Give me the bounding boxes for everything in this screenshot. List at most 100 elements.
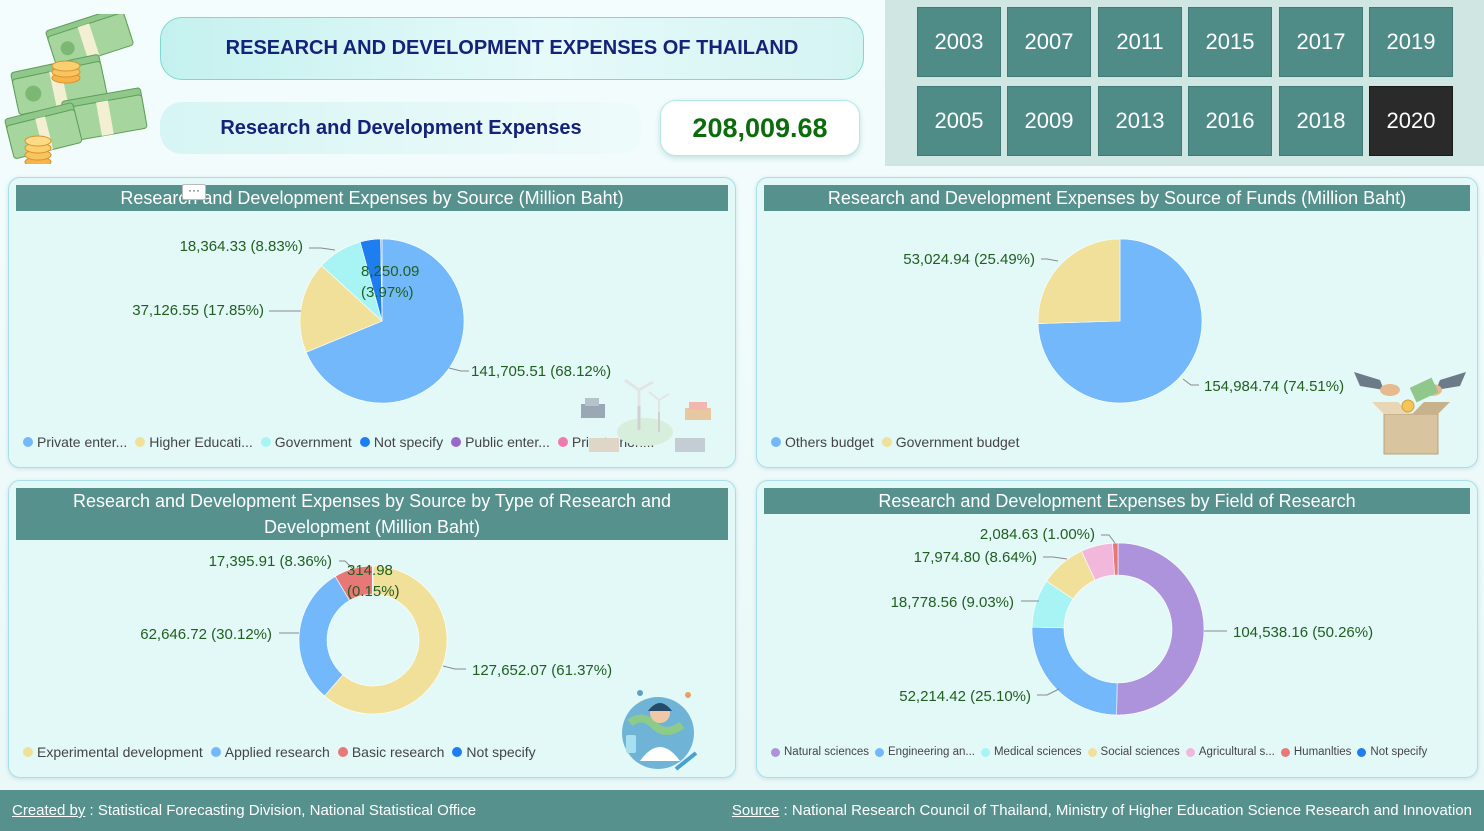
legend-label: Experimental development bbox=[37, 744, 203, 760]
pie-chart-by-funds: 154,984.74 (74.51%) 53,024.94 (25.49%) bbox=[903, 238, 1344, 404]
data-label-humanlties: 2,084.63 (1.00%) bbox=[980, 526, 1095, 543]
donation-box-illustration-icon bbox=[1354, 372, 1466, 455]
footer-source-label: Source bbox=[731, 802, 780, 819]
leader-line bbox=[339, 560, 354, 570]
slice-higher-educati[interactable] bbox=[299, 265, 383, 353]
legend-swatch bbox=[771, 437, 781, 447]
legend-item-not-specify[interactable]: Not specify bbox=[359, 434, 443, 450]
data-label-engineering-an: 52,214.42 (25.10%) bbox=[899, 688, 1031, 705]
legend-item-others-budget[interactable]: Others budget bbox=[771, 434, 874, 450]
footer-created-by: Created by : Statistical Forecasting Div… bbox=[12, 802, 476, 819]
year-button-2016[interactable]: 2016 bbox=[1188, 86, 1272, 156]
leader-line bbox=[1043, 556, 1068, 560]
legend-item-government[interactable]: Government bbox=[260, 434, 352, 450]
legend-label: Agricultural s... bbox=[1198, 746, 1275, 758]
legend-item-not-specify[interactable]: Not specify bbox=[1357, 746, 1427, 758]
legend-item-government-budget[interactable]: Government budget bbox=[881, 434, 1019, 450]
data-label-experimental-development: 127,652.07 (61.37%) bbox=[472, 662, 612, 679]
leader-line bbox=[1037, 688, 1060, 696]
data-label-not-specify: 314.98 (0.15%) bbox=[347, 562, 400, 600]
legend-item-humanlties[interactable]: Humanlties bbox=[1280, 746, 1351, 758]
chart-title-by-source: Research and Development Expenses by Sou… bbox=[16, 185, 728, 211]
legend-by-type: Experimental development Applied research… bbox=[23, 744, 536, 760]
legend-item-natural-sciences[interactable]: Natural sciences bbox=[771, 746, 869, 758]
footer-created-label: Created by bbox=[12, 802, 86, 819]
chart-card-by-funds: Research and Development Expenses by Sou… bbox=[756, 177, 1478, 468]
year-button-2011[interactable]: 2011 bbox=[1098, 7, 1182, 77]
year-button-2009[interactable]: 2009 bbox=[1007, 86, 1091, 156]
legend-item-experimental-development[interactable]: Experimental development bbox=[23, 744, 203, 760]
slice-private-enter[interactable] bbox=[305, 238, 465, 404]
slice-not-specify[interactable] bbox=[371, 565, 374, 595]
legend-swatch bbox=[337, 747, 348, 757]
legend-item-medical-sciences[interactable]: Medical sciences bbox=[980, 746, 1082, 758]
legend-swatch bbox=[1087, 747, 1097, 757]
legend-swatch bbox=[135, 437, 146, 447]
scientist-illustration-icon bbox=[622, 690, 698, 771]
legend-label: Social sciences bbox=[1100, 746, 1180, 758]
money-stack-icon bbox=[4, 14, 148, 164]
kpi-label: Research and Development Expenses bbox=[160, 102, 642, 154]
legend-swatch bbox=[359, 437, 370, 447]
legend-item-social-sciences[interactable]: Social sciences bbox=[1087, 746, 1180, 758]
slice-engineering-an[interactable] bbox=[1031, 626, 1118, 716]
leader-line bbox=[448, 367, 469, 372]
legend-swatch bbox=[980, 747, 990, 757]
legend-swatch bbox=[23, 437, 33, 447]
footer: Created by : Statistical Forecasting Div… bbox=[0, 790, 1484, 831]
year-button-2003[interactable]: 2003 bbox=[917, 7, 1001, 77]
legend-swatch bbox=[875, 747, 885, 757]
leader-line bbox=[1101, 534, 1116, 544]
year-button-2019[interactable]: 2019 bbox=[1369, 7, 1453, 77]
pie-chart-by-source: 141,705.51 (68.12%) 37,126.55 (17.85%) 18,… bbox=[132, 238, 611, 404]
legend-label: Engineering an... bbox=[888, 746, 975, 758]
legend-label: Public enter... bbox=[465, 434, 550, 450]
legend-swatch bbox=[451, 437, 462, 447]
chart-card-by-source: Research and Development Expenses by Sou… bbox=[8, 177, 736, 468]
leader-line bbox=[1182, 378, 1199, 386]
legend-label: Applied research bbox=[224, 744, 330, 760]
legend-item-public-enter[interactable]: Public enter... bbox=[451, 434, 550, 450]
chart-title-by-funds: Research and Development Expenses by Sou… bbox=[764, 185, 1470, 211]
data-label-natural-sciences: 104,538.16 (50.26%) bbox=[1233, 624, 1373, 641]
year-button-2017[interactable]: 2017 bbox=[1279, 7, 1363, 77]
data-label-applied-research: 62,646.72 (30.12%) bbox=[140, 626, 272, 643]
legend-label: Basic research bbox=[351, 744, 445, 760]
data-label-not-specify: 8,250.09 (3.97%) bbox=[361, 263, 419, 301]
data-label-private-enter: 141,705.51 (68.12%) bbox=[471, 363, 611, 380]
slice-experimental-development[interactable] bbox=[324, 565, 448, 715]
legend-swatch bbox=[260, 437, 271, 447]
wind-energy-illustration-icon bbox=[581, 378, 711, 452]
legend-item-engineering-an[interactable]: Engineering an... bbox=[875, 746, 975, 758]
year-button-2020[interactable]: 2020 bbox=[1369, 86, 1453, 156]
slice-natural-sciences[interactable] bbox=[1116, 542, 1205, 716]
year-button-2007[interactable]: 2007 bbox=[1007, 7, 1091, 77]
footer-source: Source : National Research Council of Th… bbox=[732, 802, 1472, 819]
chart-card-by-field: Research and Development Expenses by Fie… bbox=[756, 480, 1478, 778]
legend-item-private-enter[interactable]: Private enter... bbox=[23, 434, 127, 450]
legend-label: Higher Educati... bbox=[149, 434, 253, 450]
slice-humanlties[interactable] bbox=[1112, 542, 1119, 576]
data-label-medical-sciences: 18,778.56 (9.03%) bbox=[891, 594, 1014, 611]
year-button-2018[interactable]: 2018 bbox=[1279, 86, 1363, 156]
year-button-2015[interactable]: 2015 bbox=[1188, 7, 1272, 77]
legend-item-applied-research[interactable]: Applied research bbox=[210, 744, 330, 760]
leader-line bbox=[442, 665, 466, 670]
year-button-2013[interactable]: 2013 bbox=[1098, 86, 1182, 156]
legend-label: Not specify bbox=[466, 744, 536, 760]
chart-title-by-type: Research and Development Expenses by Sou… bbox=[16, 488, 728, 540]
data-label-others-budget: 154,984.74 (74.51%) bbox=[1204, 378, 1344, 395]
legend-swatch bbox=[210, 747, 221, 757]
legend-item-higher-educati[interactable]: Higher Educati... bbox=[135, 434, 253, 450]
kpi-total-value: 208,009.68 bbox=[660, 100, 860, 156]
year-button-2005[interactable]: 2005 bbox=[917, 86, 1001, 156]
slice-government-budget[interactable] bbox=[1037, 238, 1121, 324]
page-title: RESEARCH AND DEVELOPMENT EXPENSES OF THA… bbox=[160, 17, 864, 80]
legend-swatch bbox=[1357, 747, 1367, 757]
more-options-icon[interactable]: ··· bbox=[182, 184, 206, 200]
legend-item-agricultural-s[interactable]: Agricultural s... bbox=[1185, 746, 1275, 758]
legend-item-basic-research[interactable]: Basic research bbox=[337, 744, 445, 760]
year-slicer: 2003 2007 2011 2015 2017 2019 2005 2009 … bbox=[885, 0, 1484, 166]
data-label-social-sciences: 17,974.80 (8.64%) bbox=[914, 549, 1037, 566]
legend-item-not-specify[interactable]: Not specify bbox=[452, 744, 536, 760]
